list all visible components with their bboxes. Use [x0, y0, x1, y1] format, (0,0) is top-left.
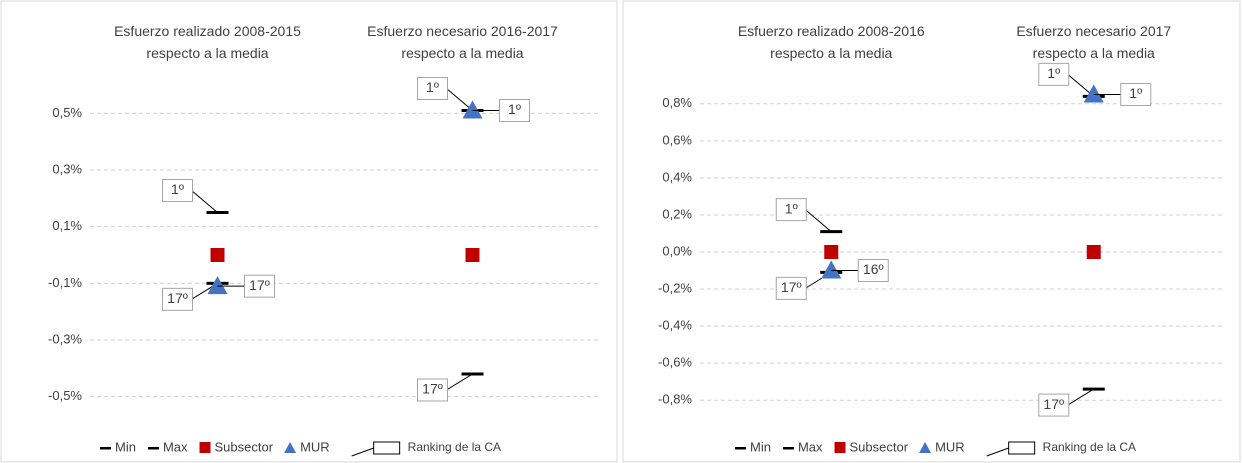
legend-label: Min — [750, 439, 771, 454]
callout-box — [1038, 393, 1070, 417]
y-tick-label: 0,0% — [662, 243, 692, 258]
y-tick-label: -0,3% — [48, 331, 82, 346]
legend-label: Ranking de la CA — [408, 440, 501, 454]
callout-box — [1038, 62, 1070, 86]
legend-swatch — [199, 442, 211, 453]
callout-box — [775, 276, 807, 300]
legend-label: Max — [163, 439, 188, 454]
legend-label: Min — [115, 439, 136, 454]
ranking-label: 17º — [781, 279, 802, 295]
y-tick-label: 0,3% — [52, 161, 82, 176]
legend-label: Max — [798, 439, 823, 454]
callout-leader — [446, 88, 473, 111]
callout-leader — [1067, 388, 1095, 406]
callout-box — [857, 259, 889, 283]
y-tick-label: -0,6% — [658, 355, 692, 370]
panel-border — [622, 0, 1241, 463]
legend-swatch — [782, 447, 794, 450]
category-title: Esfuerzo realizado 2008-2015 respecto a … — [114, 23, 301, 61]
legend-callout-box — [373, 441, 401, 455]
legend-swatch — [147, 447, 159, 450]
callout-leader — [446, 373, 473, 391]
y-tick-label: 0,1% — [52, 218, 82, 233]
callout-box — [244, 274, 275, 298]
ranking-label: 1º — [1129, 85, 1142, 101]
callout-box — [162, 179, 193, 202]
ranking-label: 17º — [422, 381, 443, 397]
y-tick-label: 0,4% — [662, 169, 692, 184]
ranking-label: 17º — [1043, 396, 1064, 412]
ranking-label: 1º — [171, 181, 184, 197]
y-tick-label: -0,5% — [48, 388, 82, 403]
callout-box — [775, 198, 807, 222]
y-tick-label: -0,2% — [658, 280, 692, 295]
ranking-label: 16º — [863, 261, 884, 277]
legend-swatch — [919, 442, 932, 453]
category-title: Esfuerzo necesario 2017 respecto a la me… — [1016, 23, 1172, 61]
y-tick-label: 0,2% — [662, 206, 692, 221]
legend-label: Subsector — [850, 439, 909, 454]
ranking-label: 1º — [1047, 65, 1060, 81]
panel-border — [0, 0, 618, 463]
callout-box — [417, 378, 448, 402]
category-title: Esfuerzo realizado 2008-2016 respecto a … — [737, 23, 925, 61]
legend-label: MUR — [935, 439, 965, 454]
y-tick-label: -0,4% — [658, 318, 692, 333]
callout-box — [1120, 83, 1152, 107]
mur-marker — [207, 276, 228, 295]
legend-swatch — [735, 447, 746, 450]
category-title: Esfuerzo necesario 2016-2017 respecto a … — [367, 23, 558, 61]
legend-callout-leader — [351, 447, 374, 457]
subsector-marker — [1086, 245, 1101, 259]
mur-marker — [1083, 84, 1104, 103]
y-tick-label: -0,1% — [48, 275, 82, 290]
legend-swatch — [834, 442, 846, 453]
mur-marker — [821, 260, 842, 279]
ranking-label: 17º — [167, 290, 188, 306]
callout-box — [162, 287, 193, 311]
mur-marker — [462, 100, 483, 119]
subsector-marker — [465, 248, 480, 262]
legend-swatch — [100, 447, 111, 450]
legend-label: Ranking de la CA — [1043, 440, 1136, 454]
callout-leader — [804, 209, 832, 233]
subsector-marker — [210, 248, 225, 262]
callout-leader — [191, 190, 218, 213]
callout-box — [417, 77, 448, 100]
ranking-label: 1º — [785, 200, 798, 216]
y-tick-label: 0,8% — [662, 95, 692, 110]
y-tick-label: 0,5% — [52, 105, 82, 120]
callout-box — [499, 99, 530, 122]
legend-label: Subsector — [215, 439, 274, 454]
ranking-label: 1º — [426, 79, 439, 95]
legend-callout-box — [1008, 441, 1036, 455]
legend-label: MUR — [300, 439, 330, 454]
legend-swatch — [284, 442, 297, 453]
subsector-marker — [824, 245, 839, 259]
y-tick-label: -0,8% — [658, 392, 692, 407]
ranking-label: 1º — [508, 101, 521, 117]
legend-callout-leader — [986, 447, 1009, 457]
ranking-label: 17º — [249, 277, 270, 293]
y-tick-label: 0,6% — [662, 132, 692, 147]
